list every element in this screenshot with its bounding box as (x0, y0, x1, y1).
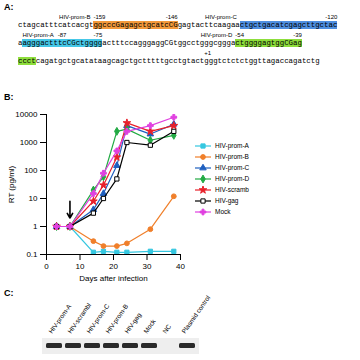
svg-text:RT (pg/ml): RT (pg/ml) (7, 165, 16, 203)
html-text:Mock: Mock (215, 208, 231, 215)
svg-text:1000: 1000 (20, 138, 38, 147)
svg-text:HIV-scrambl: HIV-scrambl (66, 301, 93, 335)
html-text:HIV-scramb: HIV-scramb (215, 186, 249, 193)
svg-text:HIV-gag: HIV-gag (123, 311, 143, 335)
svg-text:HIV-prom-A: HIV-prom-A (47, 302, 73, 335)
html-text:-159: -159 (93, 14, 106, 20)
html-text:HIV-prom-A: HIV-prom-A (22, 32, 54, 38)
html-text:gagtacttcaagaa ctgctgacatcgagc: gagtacttcaagaa ctgctgacatcgagcttgctac (177, 21, 338, 29)
html-text:ttagaccagatctg: ttagaccagatctg (257, 57, 320, 65)
html-text:a agggactttcCGctgggg: a agggactttcCGctgggg (18, 39, 103, 47)
html-text:HIV-gag: HIV-gag (215, 197, 239, 204)
svg-text:10: 10 (76, 262, 85, 271)
html-text:-87: -87 (57, 32, 67, 38)
html-text:HIV-prom-C: HIV-prom-C (215, 164, 250, 171)
html-text:HIV-prom-A: HIV-prom-A (215, 142, 249, 149)
html-text:-39: -39 (293, 32, 302, 38)
svg-text:10000: 10000 (15, 110, 38, 119)
svg-text:Mock: Mock (142, 317, 157, 334)
html-text:HIV-prom-D: HIV-prom-D (215, 175, 250, 182)
html-text:HIV-prom-C: HIV-prom-C (205, 14, 237, 20)
svg-text:100: 100 (24, 166, 38, 175)
html-text:actttccagggaggCGtggcctgggcggga: actttccagggaggCGtggcctgggcggga ctggggagt… (102, 39, 302, 47)
svg-text:10: 10 (29, 194, 38, 203)
svg-text:HIV-prom-B: HIV-prom-B (104, 302, 130, 335)
svg-text:1: 1 (33, 222, 38, 231)
html-text:-146: -146 (165, 14, 178, 20)
html-text:ccct cagatgctgcatataagcagctgct: ccct cagatgctgcatataagcagctgctttttgcctgt… (18, 57, 258, 65)
html-text:HIV-prom-B: HIV-prom-B (215, 153, 249, 160)
svg-text:C:: C: (4, 288, 14, 298)
html-text:A:: A: (4, 2, 14, 12)
svg-text:NC: NC (161, 323, 172, 335)
svg-text:0.1: 0.1 (26, 250, 38, 259)
html-text:B:: B: (4, 92, 14, 102)
html-text:+1: +1 (204, 50, 212, 56)
svg-text:Days after infection: Days after infection (79, 274, 147, 283)
svg-text:40: 40 (176, 262, 185, 271)
svg-text:Plasmid control: Plasmid control (180, 294, 212, 335)
html-text:ctagcatttcatcacgt ggcccGagagct: ctagcatttcatcacgt ggcccGagagctgcatcCG (18, 21, 178, 29)
svg-text:HIV-prom-C: HIV-prom-C (85, 302, 111, 335)
svg-text:30: 30 (143, 262, 152, 271)
html-text:HIV-prom-B: HIV-prom-B (59, 14, 91, 20)
svg-text:0: 0 (44, 262, 49, 271)
html-text:HIV-prom-D: HIV-prom-D (200, 32, 233, 38)
html-text:-54: -54 (235, 32, 244, 38)
html-text:-75: -75 (93, 32, 103, 38)
html-text:-120: -120 (325, 14, 338, 20)
svg-text:20: 20 (109, 262, 118, 271)
